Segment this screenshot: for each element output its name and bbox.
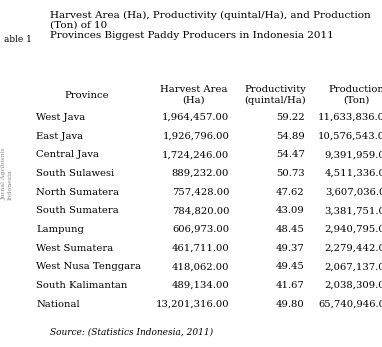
Text: Source: (Statistics Indonesia, 2011): Source: (Statistics Indonesia, 2011) bbox=[50, 328, 213, 337]
Text: able 1: able 1 bbox=[4, 35, 32, 44]
Text: Jurnal Agribisnis
Indonesia: Jurnal Agribisnis Indonesia bbox=[2, 147, 13, 200]
Text: Harvest Area (Ha), Productivity (quintal/Ha), and Production (Ton) of 10
Provinc: Harvest Area (Ha), Productivity (quintal… bbox=[50, 10, 371, 40]
